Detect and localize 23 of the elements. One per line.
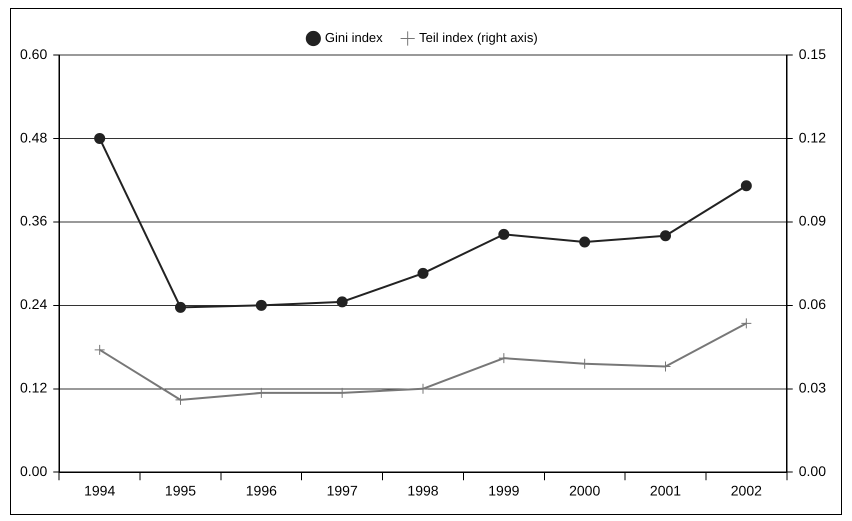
y2-tick-label: 0.00 — [798, 463, 826, 480]
y2-tick-label: 0.12 — [798, 129, 826, 146]
y-tick-label: 0.00 — [20, 463, 48, 480]
legend-label: Teil index (right axis) — [419, 30, 538, 46]
x-tick-label: 1996 — [246, 482, 278, 498]
x-tick-label: 1998 — [407, 482, 439, 498]
y-tick-label: 0.36 — [20, 212, 48, 229]
y-tick-label: 0.24 — [20, 296, 48, 312]
legend-label: Gini index — [324, 30, 384, 46]
x-tick-label: 1997 — [326, 482, 358, 498]
y-tick-label: 0.60 — [20, 46, 48, 62]
x-tick-label: 2001 — [650, 482, 682, 498]
x-tick-label: 2002 — [730, 482, 762, 498]
y2-tick-label: 0.09 — [798, 212, 826, 229]
x-tick-label: 2000 — [569, 482, 600, 498]
y2-tick-label: 0.06 — [798, 296, 826, 312]
y-tick-label: 0.12 — [20, 380, 48, 396]
y2-tick-label: 0.03 — [798, 380, 826, 396]
x-tick-label: 1994 — [84, 482, 116, 498]
y2-tick-label: 0.15 — [798, 46, 826, 62]
x-tick-label: 1999 — [488, 482, 520, 498]
x-tick-label: 1995 — [164, 482, 196, 498]
y-tick-label: 0.48 — [20, 129, 48, 146]
